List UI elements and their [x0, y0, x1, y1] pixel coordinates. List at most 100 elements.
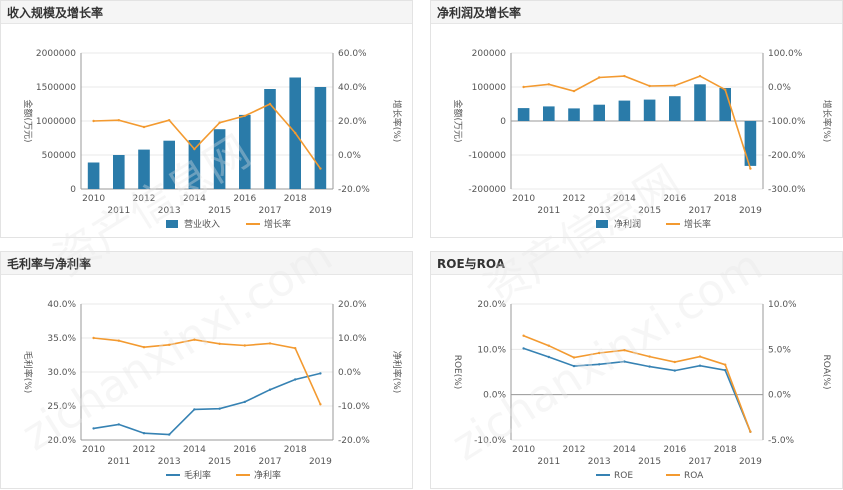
data-point	[294, 131, 297, 135]
x-tick-label: 2018	[714, 445, 737, 455]
y2-tick-label: 5.0%	[768, 345, 791, 355]
data-point	[218, 407, 221, 410]
x-tick-label: 2010	[82, 194, 105, 204]
data-point	[319, 403, 322, 406]
x-tick-label: 2010	[82, 445, 105, 455]
chart-title: 收入规模及增长率	[7, 6, 104, 20]
x-tick-label: 2012	[133, 445, 156, 455]
x-tick-label: 2017	[259, 206, 282, 216]
legend-label: ROE	[614, 471, 633, 481]
legend-swatch	[596, 220, 608, 228]
y2-tick-label: 0.0%	[768, 391, 791, 401]
x-tick-label: 2010	[512, 445, 535, 455]
bar	[618, 100, 631, 121]
data-point	[623, 349, 626, 352]
series-line	[93, 372, 321, 436]
legend-label: ROA	[684, 471, 704, 481]
data-point	[92, 336, 95, 340]
y2-axis-title: 净利率(%)	[391, 351, 403, 394]
x-tick-label: 2011	[537, 457, 560, 467]
x-tick-label: 2015	[208, 457, 231, 467]
bar	[694, 84, 706, 121]
data-point	[648, 355, 651, 358]
y-tick-label: 1000000	[36, 117, 76, 127]
data-point	[142, 125, 146, 129]
panel-header: 收入规模及增长率	[1, 1, 412, 24]
data-point	[522, 334, 525, 337]
x-tick-label: 2016	[233, 194, 256, 204]
y-axis-title: ROE(%)	[452, 355, 462, 390]
bar	[138, 149, 150, 189]
y2-tick-label: 60.0%	[338, 49, 367, 59]
y-tick-label: 200000	[472, 49, 507, 59]
x-tick-label: 2016	[663, 445, 686, 455]
bar	[543, 106, 555, 121]
x-tick-label: 2013	[158, 457, 181, 467]
panel-header: 净利润及增长率	[431, 1, 842, 24]
chart-panel-roe-roa: ROE与ROA -10.0% -5.0% 0.0% 0.0% 10.0% 5.0% 20.0…	[430, 251, 843, 489]
y-tick-label: 0	[70, 185, 76, 195]
x-tick-label: 2019	[309, 457, 332, 467]
data-point	[673, 360, 676, 364]
bar	[113, 155, 125, 189]
y2-axis-title: 增长率(%)	[391, 100, 403, 143]
chart-panel-net-profit: 净利润及增长率 -200000 -300.0% -100000 -200.0% 0 -10…	[430, 0, 843, 238]
y-tick-label: -200000	[468, 185, 506, 195]
y2-tick-label: 20.0%	[338, 300, 367, 310]
legend-label: 增长率	[264, 218, 291, 230]
data-point	[572, 356, 576, 359]
y-tick-label: 40.0%	[47, 300, 76, 310]
x-tick-label: 2012	[563, 194, 586, 204]
data-point	[598, 351, 601, 355]
x-tick-label: 2017	[689, 206, 712, 216]
bar	[517, 108, 530, 121]
y-tick-label: -10.0%	[474, 436, 506, 446]
data-point	[547, 355, 550, 359]
y2-axis-title: 增长率(%)	[821, 100, 833, 143]
x-tick-label: 2018	[284, 445, 307, 455]
y2-tick-label: 40.0%	[338, 83, 367, 93]
y-tick-label: 10.0%	[477, 345, 506, 355]
data-point	[92, 427, 95, 430]
x-tick-label: 2014	[183, 194, 206, 204]
y-tick-label: 100000	[472, 83, 507, 93]
x-tick-label: 2014	[613, 445, 636, 455]
data-point	[92, 119, 95, 123]
bar	[593, 104, 605, 121]
data-point	[673, 84, 676, 87]
data-point	[648, 365, 651, 368]
x-tick-label: 2012	[133, 194, 156, 204]
x-tick-label: 2016	[663, 194, 686, 204]
data-point	[572, 364, 576, 368]
data-point	[598, 76, 601, 79]
data-point	[673, 369, 676, 372]
y-axis-title: 金额(万元)	[452, 99, 464, 142]
y2-tick-label: 0.0%	[768, 83, 791, 93]
x-tick-label: 2011	[537, 206, 560, 216]
data-point	[193, 408, 196, 411]
bar	[669, 96, 681, 121]
data-point	[749, 167, 752, 170]
data-point	[193, 147, 196, 151]
x-tick-label: 2013	[158, 206, 181, 216]
series-line	[523, 334, 752, 433]
x-tick-label: 2015	[638, 206, 661, 216]
y-tick-label: -100000	[468, 151, 506, 161]
chart-panel-revenue: 收入规模及增长率 0 -20.0% 500000 0.0% 1000000 20.0% 15…	[0, 0, 413, 238]
y2-axis-title: ROA(%)	[821, 355, 831, 390]
y-tick-label: 20.0%	[477, 300, 506, 310]
data-point	[294, 347, 297, 350]
x-tick-label: 2017	[259, 457, 282, 467]
data-point	[243, 114, 246, 118]
y-tick-label: 0	[500, 117, 506, 127]
bar	[314, 87, 327, 189]
margins-chart: 20.0% -20.0% 25.0% -10.0% 30.0% 0.0% 35.0% 10.0…	[22, 300, 403, 481]
data-point	[268, 388, 272, 391]
y-axis-title: 金额(万元)	[22, 99, 34, 142]
x-tick-label: 2015	[208, 206, 231, 216]
data-point	[724, 363, 727, 366]
bar	[719, 88, 731, 121]
y2-tick-label: 10.0%	[768, 300, 797, 310]
y-tick-label: 0.0%	[483, 391, 506, 401]
